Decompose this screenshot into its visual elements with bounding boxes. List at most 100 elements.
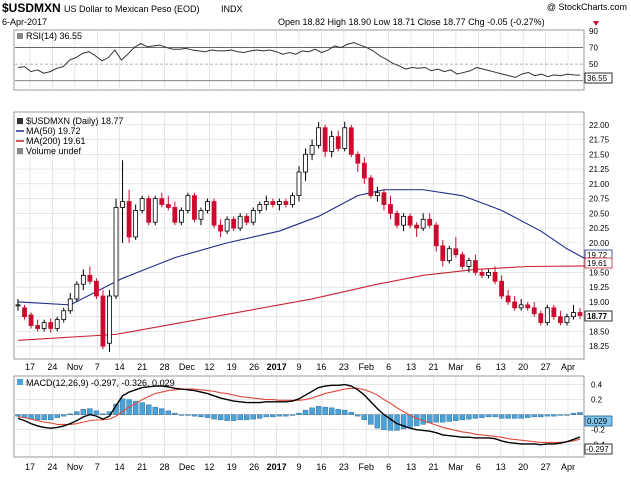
candle-body [551,307,557,318]
symbol-title: $USDMXN [2,1,61,15]
histogram-last-label: 0.029 [587,417,608,426]
candle-body [159,198,165,205]
candle-body [231,218,237,229]
macd-x-tick-label: 20 [518,462,528,472]
price-y-tick-label: 20.25 [589,224,610,233]
date-label: 6-Apr-2017 [2,17,47,27]
macd-y-tick-label: 0.4 [591,381,603,390]
candle-body [126,201,132,238]
close-price-label: 18.77 [587,312,608,321]
price-x-tick-label: 6 [476,362,481,372]
candle-body [28,314,34,326]
price-y-tick-label: 18.25 [589,342,610,351]
price-x-tick-label: Dec [179,362,196,372]
candle-body [22,307,27,318]
price-legend-title: $USDMXN (Daily) 18.77 [26,116,124,126]
macd-histogram-bar [257,414,263,419]
price-y-tick-label: 19.00 [589,298,610,307]
macd-histogram-bar [276,414,283,417]
macd-histogram-bar [446,414,453,422]
candle-body [316,127,322,146]
macd-x-tick-label: 12 [204,462,214,472]
macd-histogram-bar [472,414,479,419]
volume-legend: Volume undef [26,146,82,156]
macd-histogram-bar [41,414,47,421]
macd-legend: MACD(12,26,9) -0.297, -0.326, 0.029 [26,378,175,388]
candle-body [178,210,184,223]
candle-body [355,153,361,164]
macd-x-tick-label: 2017 [267,462,287,472]
candle-body [133,210,139,238]
price-x-tick-label: Nov [67,362,84,372]
macd-histogram-bar [74,411,80,415]
macd-histogram-bar [577,412,583,415]
macd-histogram-bar [270,414,276,418]
candle-body [479,271,485,276]
macd-histogram-bar [100,413,106,415]
macd-histogram-bar [244,414,250,421]
candle-body [564,316,570,323]
candle-body [538,313,544,323]
exchange-label: INDX [221,4,243,14]
ma200-legend: MA(200) 19.61 [26,136,86,146]
macd-last-label-box [584,443,613,455]
candle-body [414,224,420,229]
macd-legend-swatch [17,379,23,385]
histogram-last-label-box [584,415,613,427]
macd-histogram-bar [54,414,60,418]
macd-histogram-bar [119,398,126,415]
price-y-tick-label: 21.75 [589,136,610,145]
candle-body [205,201,210,211]
price-x-tick-label: 21 [137,362,147,372]
volume-legend-swatch [17,148,23,154]
macd-histogram-bar [544,414,551,417]
macd-histogram-bar [217,414,224,421]
candle-body [283,201,289,205]
candle-body [257,204,263,211]
candle-body [80,274,86,285]
candle-body [505,295,511,303]
macd-x-tick-label: 26 [249,462,259,472]
macd-histogram-bar [159,408,165,415]
candle-body [401,215,406,226]
price-x-tick-label: 17 [25,362,35,372]
candle-body [407,215,413,226]
macd-histogram-bar [440,414,446,423]
price-x-tick-label: 28 [159,362,169,372]
macd-x-tick-label: 21 [137,462,147,472]
macd-histogram-bar [479,414,485,418]
candle-body [375,192,380,197]
price-x-tick-label: 27 [541,362,551,372]
candle-body [198,210,204,220]
candle-body [348,127,354,155]
rsi-legend-swatch [17,33,23,39]
candle-body [48,322,54,329]
macd-histogram-bar [322,406,328,415]
price-x-tick-label: 26 [249,362,259,372]
macd-histogram-bar [505,414,511,419]
candle-body [87,274,93,282]
macd-histogram-bar [145,404,152,415]
candle-body [107,295,112,344]
macd-histogram-bar [224,414,230,421]
rsi-y-tick-label: 90 [589,27,598,36]
quote-summary: Open 18.82 High 18.90 Low 18.71 Close 18… [278,17,545,27]
candle-body [244,215,250,223]
candle-body [41,322,47,329]
macd-x-tick-label: Feb [358,462,374,472]
price-x-tick-label: 19 [227,362,237,372]
candle-body [74,283,80,300]
macd-histogram-bar [348,412,354,415]
macd-histogram-bar [485,414,492,418]
ma200-price-label-box [584,257,613,269]
candle-body [518,304,524,309]
macd-histogram-bar [211,414,217,420]
macd-histogram-bar [538,414,544,418]
candle-body [218,224,223,232]
ma50-price-label: 19.72 [587,251,608,260]
macd-x-tick-label: 16 [316,462,326,472]
candle-body [139,198,145,211]
candle-body [361,162,367,179]
copyright-label[interactable]: @ StockCharts.com [547,2,627,12]
candle-body [394,212,400,226]
